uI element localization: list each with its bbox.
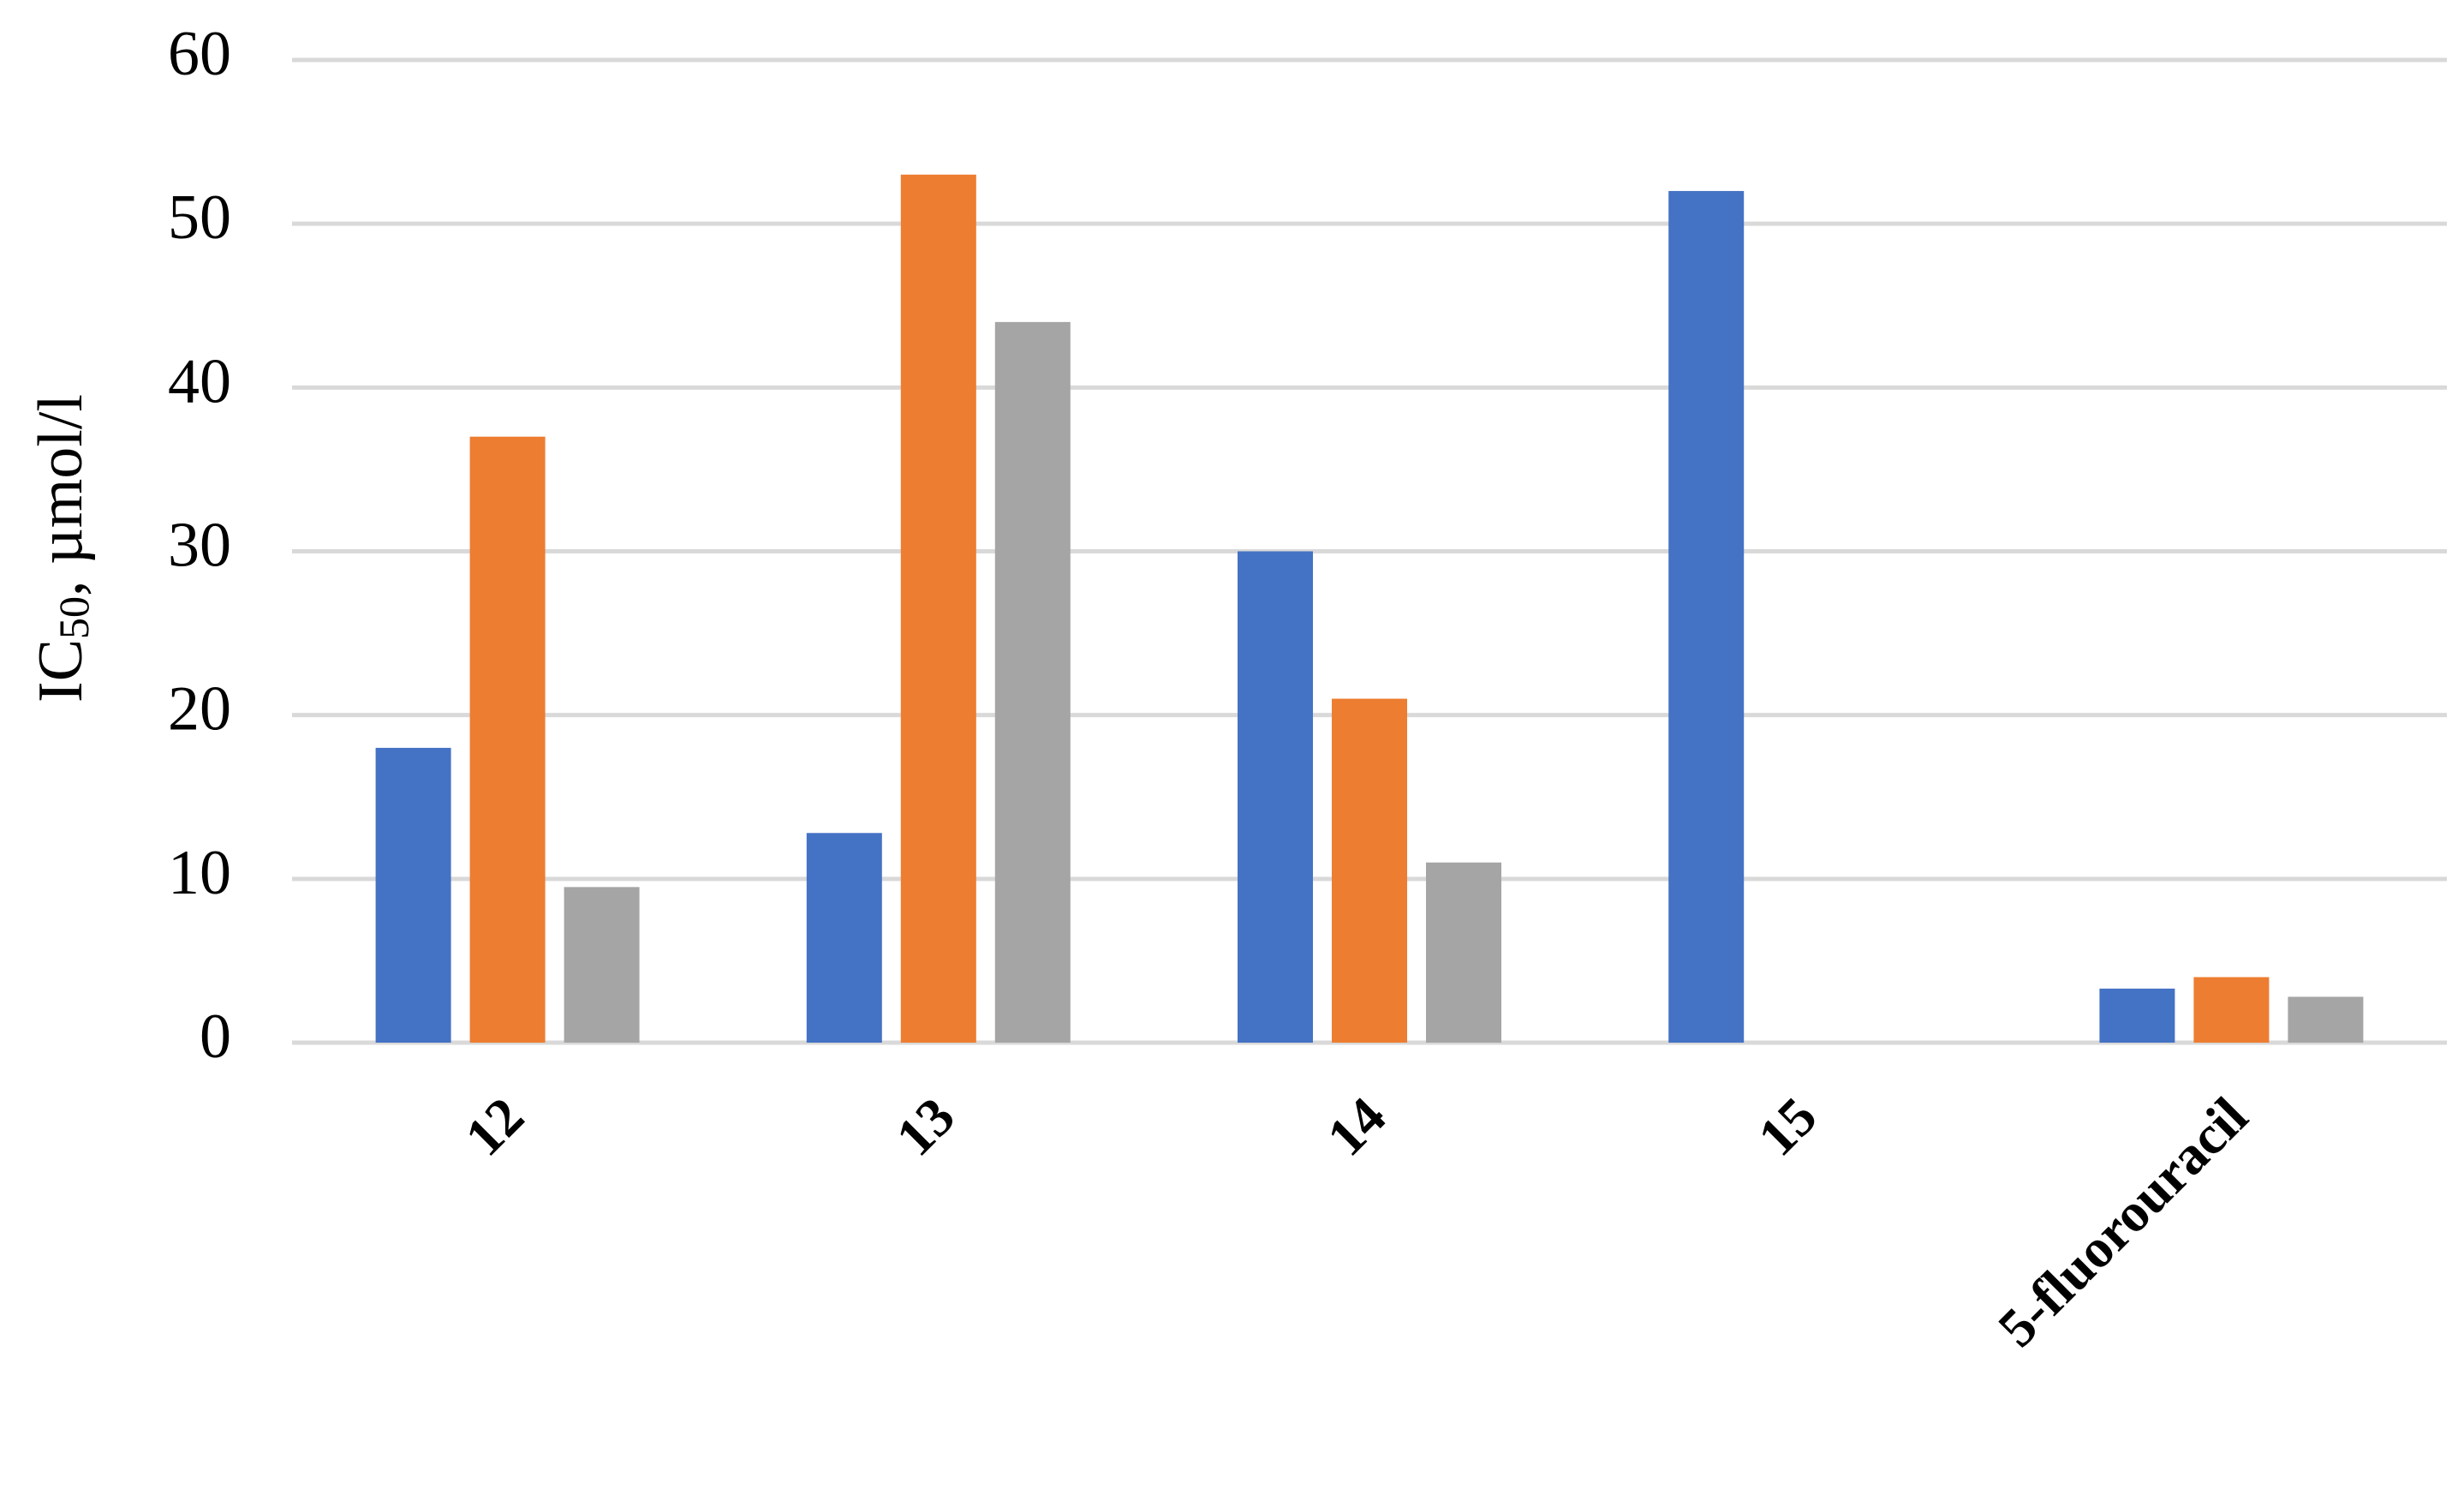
y-label-sub: 50 (50, 596, 98, 639)
bar (2288, 996, 2364, 1043)
bar (1238, 551, 1313, 1043)
x-tick-label: 5-fluorouracil (1986, 1085, 2258, 1358)
bar (1426, 862, 1501, 1043)
bar (806, 833, 882, 1043)
x-tick-label: 12 (453, 1085, 534, 1167)
x-tick-label: 15 (1746, 1085, 1828, 1167)
x-tick-label: 14 (1316, 1085, 1397, 1167)
y-label-main: IC (26, 639, 96, 703)
bar (1668, 190, 1745, 1043)
bar (375, 747, 451, 1043)
y-tick-label: 10 (168, 838, 231, 908)
y-label-rest: , µmol/l (26, 394, 96, 596)
bar (994, 321, 1071, 1043)
y-axis-label: IC50, µmol/l (26, 394, 98, 703)
bar (900, 174, 976, 1043)
bar (2099, 988, 2175, 1043)
x-tick-label: 13 (885, 1085, 966, 1167)
y-tick-label: 60 (168, 19, 231, 89)
y-tick-label: 40 (168, 346, 231, 416)
bar (2193, 977, 2270, 1043)
y-tick-label: 20 (168, 674, 231, 744)
y-tick-label: 30 (168, 510, 231, 580)
bar (469, 436, 546, 1043)
y-tick-label: 50 (168, 182, 231, 253)
bar (564, 887, 640, 1043)
y-tick-label: 0 (200, 1002, 231, 1072)
bar (1332, 698, 1407, 1043)
